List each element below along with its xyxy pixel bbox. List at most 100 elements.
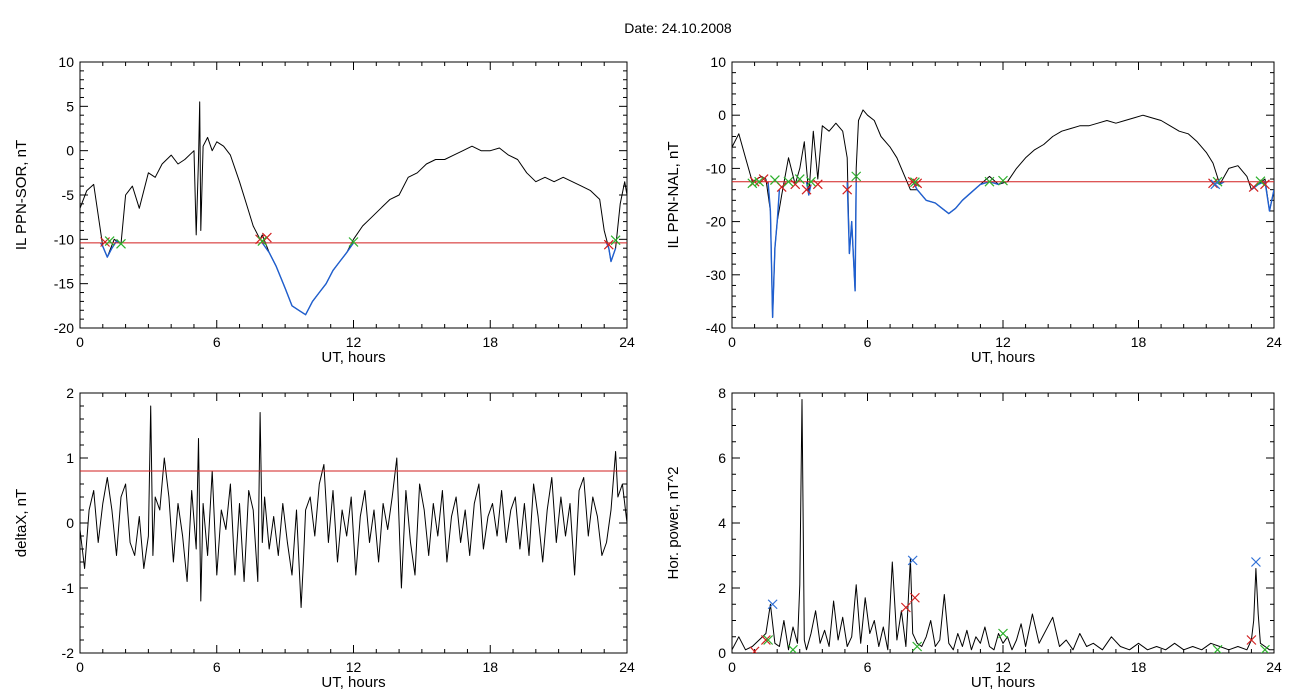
plot-frame	[79, 392, 628, 654]
x-tick-label: 0	[76, 659, 84, 675]
cross-marker-stroke	[261, 232, 272, 243]
y-tick-label: 0	[66, 515, 74, 531]
x-tick-label: 24	[619, 659, 635, 675]
y-tick-label: -20	[54, 320, 74, 336]
below-threshold-line	[99, 240, 122, 258]
y-tick-label: -20	[706, 214, 726, 230]
y-tick-label: -5	[62, 187, 75, 203]
y-axis-label: IL PPN-NAL, nT	[665, 142, 682, 249]
x-tick-label: 18	[482, 334, 498, 350]
cross-marker	[851, 171, 862, 182]
cross-marker	[1210, 179, 1221, 190]
figure-title: Date: 24.10.2008	[624, 20, 732, 36]
cross-marker-stroke	[783, 176, 794, 187]
y-tick-label: 2	[718, 580, 726, 596]
cross-marker	[261, 232, 272, 243]
cross-marker	[788, 644, 798, 653]
y-tick-label: -2	[62, 645, 75, 661]
x-tick-label: 18	[1131, 659, 1147, 675]
x-tick-label: 0	[728, 334, 736, 350]
cross-marker-stroke	[794, 174, 805, 184]
cross-marker-stroke	[910, 177, 920, 188]
below-threshold-line	[767, 181, 781, 319]
cross-marker-stroke	[1255, 176, 1266, 187]
below-threshold-line	[261, 242, 355, 316]
cross-marker-stroke	[984, 176, 995, 187]
signal-line	[732, 399, 1274, 651]
cross-marker	[763, 635, 774, 645]
cross-marker	[910, 177, 920, 188]
cross-marker-stroke	[900, 602, 911, 613]
cross-marker-stroke	[998, 628, 1008, 639]
cross-marker	[907, 555, 918, 566]
y-tick-label: -1	[62, 580, 75, 596]
plot-area	[80, 405, 627, 608]
x-tick-label: 18	[1131, 334, 1147, 350]
x-tick-label: 24	[619, 334, 635, 350]
plot-area	[80, 101, 627, 316]
y-tick-label: 0	[718, 645, 726, 661]
cross-marker-stroke	[1260, 644, 1270, 653]
y-axis-label: Hor. power, nT^2	[665, 467, 682, 580]
cross-marker-stroke	[812, 179, 823, 190]
cross-marker	[1212, 644, 1223, 653]
cross-marker-stroke	[910, 592, 920, 603]
x-tick-label: 12	[346, 659, 362, 675]
y-tick-label: 1	[66, 450, 74, 466]
cross-marker	[998, 628, 1008, 639]
cross-marker-stroke	[1251, 557, 1261, 567]
y-tick-label: 2	[66, 385, 74, 401]
cross-marker	[1248, 182, 1259, 192]
cross-marker-stroke	[603, 239, 614, 250]
cross-marker-stroke	[1260, 179, 1270, 190]
plot-area	[732, 399, 1274, 653]
x-tick-label: 18	[482, 659, 498, 675]
cross-marker-stroke	[998, 175, 1008, 186]
cross-marker-stroke	[104, 236, 115, 247]
cross-marker	[912, 641, 923, 652]
signal-line	[80, 405, 627, 608]
signal-line	[732, 109, 1274, 318]
y-tick-label: 10	[58, 54, 74, 70]
cross-marker	[794, 174, 805, 184]
cross-marker	[1246, 635, 1257, 645]
cross-marker-stroke	[907, 555, 918, 566]
cross-marker-stroke	[801, 184, 812, 195]
cross-marker-stroke	[1213, 644, 1223, 653]
x-tick-label: 24	[1266, 334, 1282, 350]
cross-marker-stroke	[769, 175, 780, 186]
x-tick-label: 12	[346, 334, 362, 350]
cross-marker	[257, 236, 268, 247]
x-tick-label: 12	[995, 659, 1011, 675]
cross-marker-stroke	[257, 236, 268, 247]
cross-marker-stroke	[912, 641, 923, 652]
cross-marker-stroke	[851, 171, 862, 182]
chart-panel-sor: 0 6 12 18 24 -20 -15 -10 -5 0 5 10 UT, hours IL PPN-S…	[13, 54, 635, 366]
plot-frame	[731, 392, 1275, 654]
cross-marker	[769, 175, 780, 186]
plot-frame	[731, 61, 1275, 329]
cross-marker	[1251, 557, 1261, 567]
cross-marker-stroke	[767, 599, 778, 610]
cross-marker-stroke	[348, 237, 359, 247]
cross-marker	[998, 175, 1008, 186]
cross-marker-stroke	[116, 238, 126, 249]
cross-marker-stroke	[806, 176, 816, 187]
x-tick-label: 6	[864, 659, 872, 675]
y-tick-label: -10	[54, 231, 74, 247]
cross-marker	[116, 238, 126, 249]
cross-marker-stroke	[776, 182, 787, 192]
x-tick-label: 0	[76, 334, 84, 350]
below-threshold-line	[846, 181, 857, 292]
cross-marker	[842, 184, 853, 195]
cross-marker-stroke	[758, 174, 769, 184]
y-tick-label: 6	[718, 450, 726, 466]
cross-marker	[749, 646, 760, 653]
cross-marker	[984, 176, 995, 187]
y-axis-label: IL PPN-SOR, nT	[13, 140, 30, 250]
cross-marker	[1255, 176, 1266, 187]
cross-marker-stroke	[788, 644, 798, 653]
cross-marker-stroke	[912, 178, 923, 189]
plot-frame	[79, 61, 628, 329]
